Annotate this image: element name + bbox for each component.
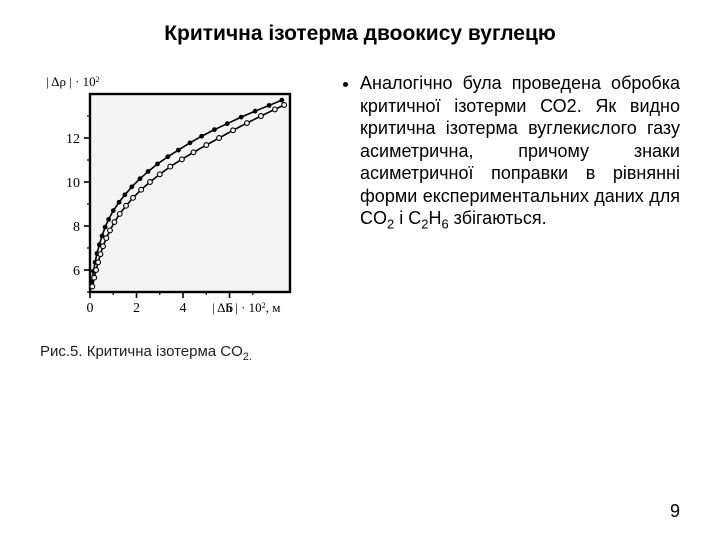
para-sub-3: 6: [441, 217, 448, 232]
para-part-4: збігаються.: [449, 208, 547, 228]
para-part-3: H: [428, 208, 441, 228]
chart-container: 6810120246| Δρ | · 102| Δh | · 102, м: [40, 72, 310, 327]
figure-caption: Рис.5. Критична ізотерма CO2.: [40, 343, 310, 363]
paragraph: Аналогічно була проведена обробка критич…: [360, 72, 680, 233]
caption-subscript: 2.: [243, 351, 252, 363]
svg-text:0: 0: [87, 301, 94, 316]
svg-text:6: 6: [73, 264, 80, 279]
svg-text:8: 8: [73, 220, 80, 235]
para-part-2: і C: [394, 208, 421, 228]
svg-text:2: 2: [133, 301, 140, 316]
figure-column: 6810120246| Δρ | · 102| Δh | · 102, м Ри…: [40, 72, 310, 363]
para-part-1: Аналогічно була проведена обробка критич…: [360, 73, 680, 228]
svg-text:| Δρ | · 102: | Δρ | · 102: [46, 74, 100, 89]
svg-text:4: 4: [180, 301, 187, 316]
slide-page: Критична ізотерма двоокису вуглецю 6 8 10 1…: [0, 0, 720, 540]
bullet-list: Аналогічно була проведена обробка критич…: [338, 72, 680, 233]
svg-text:10: 10: [66, 176, 80, 191]
content-row: 6 8 10 12 0 2 4 6 | Δρ | · 102 | Δh | · 102, м Ри…: [40, 72, 680, 363]
svg-text:12: 12: [66, 132, 80, 147]
svg-text:| Δh | · 102, м: | Δh | · 102, м: [212, 300, 280, 315]
text-column: Аналогічно була проведена обробка критич…: [338, 72, 680, 363]
page-title: Критична ізотерма двоокису вуглецю: [40, 22, 680, 46]
page-number: 9: [670, 501, 680, 522]
caption-text: Рис.5. Критична ізотерма CO: [40, 343, 243, 360]
isotherm-chart: 6810120246| Δρ | · 102| Δh | · 102, м: [40, 72, 310, 327]
